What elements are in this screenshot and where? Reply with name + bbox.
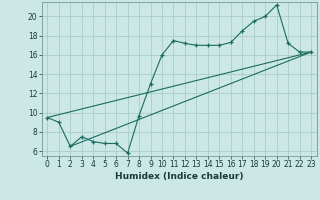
X-axis label: Humidex (Indice chaleur): Humidex (Indice chaleur)	[115, 172, 244, 181]
